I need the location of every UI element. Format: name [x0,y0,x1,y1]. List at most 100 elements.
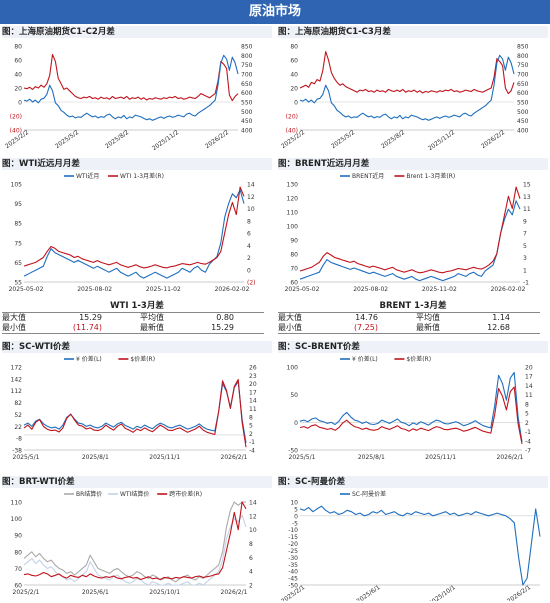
right-tick-label: 8 [249,541,253,548]
stats-title: WTI 1-3月差 [110,301,164,311]
right-tick-label: 500 [517,109,529,116]
right-tick-label: 9 [523,218,527,225]
left-tick-label: 60 [14,58,22,65]
x-tick-label: 2026/2/2 [204,129,230,150]
legend-label: 跨市价差(R) [169,490,202,498]
x-tick-label: 2025/6/1 [82,589,109,596]
right-tick-label: 400 [241,128,253,135]
stats-value-min: (7.25) [353,323,378,332]
left-tick-label: 105 [11,182,23,189]
x-tick-label: 2025/10/1 [428,584,457,601]
chart-panel-brent-spread: 图：BRENT近远月月差 130 120 110 100 90 80 70 60 15 13 11 9… [278,158,548,298]
right-tick-label: 14 [525,383,533,390]
chart-panel-sc-wti: 图：SC-WTI价差 172 142 112 82 52 22 -8 -38 26 23 20 17 1… [2,341,272,466]
stats-value-max: 15.29 [79,313,102,322]
series-line [23,186,245,269]
stats-label-min: 最小值 [278,323,302,332]
chart-sc-wti: 172142112825222-8-38262320171411852-1-42… [11,355,257,461]
left-tick-label: 100 [11,516,23,523]
left-tick-label: -50 [288,448,298,455]
left-tick-label: 60 [290,58,298,65]
right-tick-label: 12 [247,194,255,201]
chart-panel-sc-oman: 图：SC-阿曼价差 10 5 0 -5 -10 -15 -20 -25 -30 -35 -40 -45… [278,476,548,601]
left-tick-label: 60 [290,280,298,287]
right-tick-label: -7 [525,448,531,455]
left-tick-label: 0 [294,420,298,427]
left-tick-label: 70 [14,566,22,573]
chart-title: 图：SC-阿曼价差 [278,476,548,488]
right-tick-label: 850 [241,44,253,51]
page-banner: 原油市场 [0,0,550,24]
left-tick-label: 40 [14,72,22,79]
series-line [299,386,523,445]
right-tick-label: -1 [525,429,531,436]
left-tick-label: 0 [294,100,298,107]
left-tick-label: 80 [14,549,22,556]
left-tick-label: 110 [287,210,299,217]
left-tick-label: -20 [288,541,298,548]
x-tick-label: 2026/2/1 [506,584,532,601]
x-tick-label: 2025/8/2 [380,129,406,150]
stats-label-max: 最大值 [278,313,302,322]
left-tick-label: 100 [287,365,299,372]
right-tick-label: 600 [517,90,529,97]
legend-label: WTI结算价 [120,490,149,498]
series-line [23,54,239,121]
stats-label-latest: 最新值 [416,323,440,332]
chart-title: 图：SC-WTI价差 [2,341,272,353]
stats-value-avg: 0.80 [216,313,234,322]
right-tick-label: 750 [241,62,253,69]
chart-panel-wti-spread: 图：WTI近远月月差 105 95 85 75 65 55 14 12 10 8 6 4 2 0 (2) 20… [2,158,272,298]
left-tick-label: -30 [288,555,298,562]
right-tick-label: 2 [249,431,253,438]
left-tick-label: -40 [288,569,298,576]
legend-label: Brent 1-3月差(R) [406,172,455,180]
right-tick-label: 8 [249,414,253,421]
left-tick-label: -38 [12,448,22,455]
stats-value-latest: 15.29 [211,323,234,332]
left-tick-label: 40 [290,72,298,79]
right-tick-label: 11 [249,406,257,413]
series-line [23,501,247,581]
right-tick-label: (2) [247,280,256,287]
left-tick-label: (40) [286,128,298,135]
stats-wti: WTI 1-3月差 最大值 15.29 平均值 0.80 最小值 (11.74)… [2,301,272,335]
x-tick-label: 2026-02-02 [491,286,526,293]
series-line [299,54,515,121]
x-tick-label: 2025/6/1 [355,584,381,601]
right-tick-label: 11 [523,206,531,213]
stats-divider [278,333,540,334]
right-tick-label: 750 [517,62,529,69]
chart-panel-brt-wti: 图：BRT-WTI价差 110 100 90 80 70 60 14 12 10 8 6 4 2 2025… [2,476,272,601]
chart-sc-oman: 1050-5-10-15-20-25-30-35-40-45-502025/2/… [280,490,541,601]
left-tick-label: 82 [14,400,22,407]
x-tick-label: 2026/2/1 [497,454,524,461]
x-tick-label: 2025/11/2 [151,129,180,150]
chart-title: 图：BRT-WTI价差 [2,476,272,488]
right-tick-label: 20 [525,365,533,372]
right-tick-label: 550 [241,100,253,107]
left-tick-label: (20) [286,114,298,121]
chart-title: 图：BRENT近远月月差 [278,158,548,170]
stats-title: BRENT 1-3月差 [379,301,447,311]
right-tick-label: -4 [249,448,255,455]
chart-title: 图：WTI近远月月差 [2,158,272,170]
stats-label-max: 最大值 [2,313,26,322]
left-tick-label: 20 [14,86,22,93]
right-tick-label: 17 [249,389,257,396]
x-tick-label: 2025/10/1 [149,589,180,596]
left-tick-label: 120 [287,196,299,203]
x-tick-label: 2025-11-02 [146,286,181,293]
stats-label-avg: 平均值 [140,313,164,322]
left-tick-label: 112 [11,388,23,395]
right-tick-label: 6 [249,555,253,562]
right-tick-label: -1 [523,280,529,287]
right-tick-label: 17 [525,374,533,381]
stats-brent: BRENT 1-3月差 最大值 14.76 平均值 1.14 最小值 (7.25… [278,301,548,335]
x-tick-label: 2025-08-02 [353,286,388,293]
x-tick-label: 2025/5/1 [289,454,316,461]
x-tick-label: 2025/2/1 [13,589,40,596]
x-tick-label: 2025/8/1 [82,454,109,461]
left-tick-label: 20 [290,86,298,93]
right-tick-label: 800 [241,53,253,60]
